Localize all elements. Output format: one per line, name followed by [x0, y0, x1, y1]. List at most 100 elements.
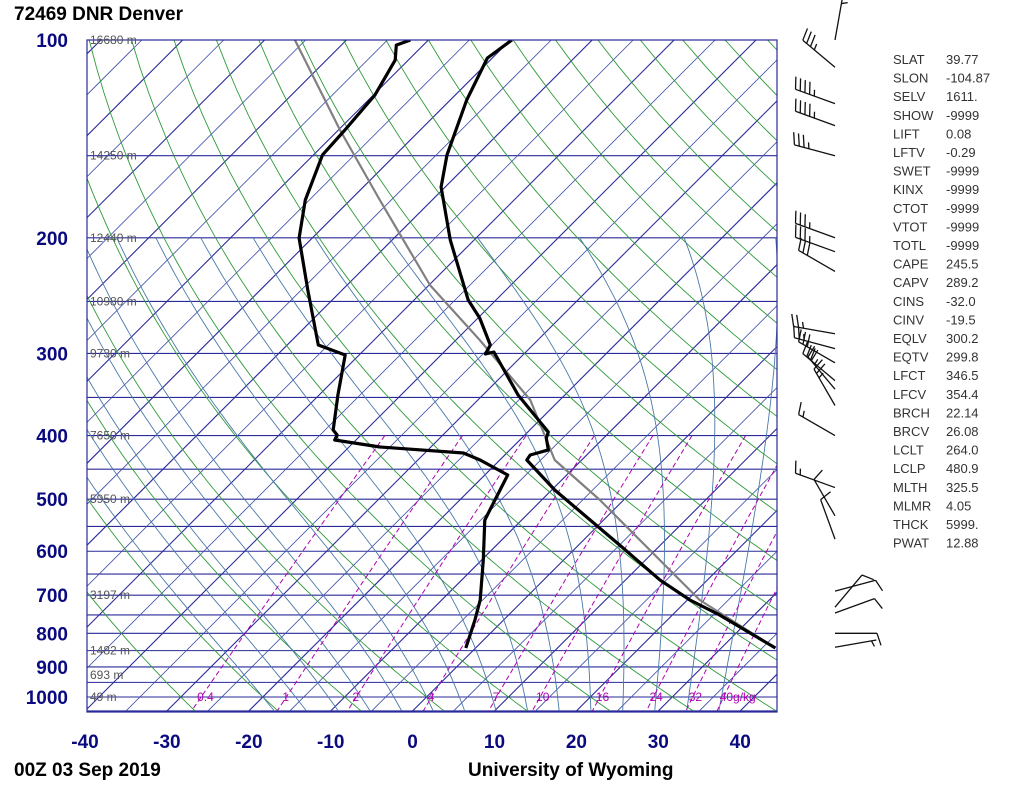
mixing-ratio-label: 10 — [536, 690, 550, 704]
dry-adiabat-line — [385, 40, 777, 465]
stat-name: EQLV — [893, 331, 927, 346]
barb-staff — [795, 110, 836, 127]
dry-adiabat-line — [87, 591, 196, 712]
stat-row-show: SHOW -9999 — [893, 108, 979, 123]
barb-half-feather — [802, 410, 805, 418]
source-credit: University of Wyoming — [468, 760, 674, 781]
stat-row-capv: CAPV 289.2 — [893, 275, 979, 290]
stat-row-cins: CINS -32.0 — [893, 294, 976, 309]
stat-row-lclt: LCLT 264.0 — [893, 443, 979, 458]
stat-value: -9999 — [946, 108, 979, 123]
isotherm-line — [87, 40, 306, 260]
stat-name: CAPV — [893, 275, 929, 290]
isotherm-line — [87, 40, 347, 301]
wind-barb — [813, 469, 836, 517]
wind-barb — [834, 598, 883, 614]
stat-row-slat: SLAT 39.77 — [893, 52, 979, 67]
isotherm-line — [617, 550, 777, 712]
y-tick-label: 400 — [36, 427, 68, 448]
stat-name: EQTV — [893, 350, 929, 365]
mixing-ratio-line — [347, 435, 527, 712]
stat-row-lftv: LFTV -0.29 — [893, 145, 976, 160]
barb-half-feather — [818, 372, 824, 379]
barb-full-feather — [810, 349, 819, 362]
stat-name: SLON — [893, 71, 928, 86]
barb-half-feather — [801, 321, 805, 329]
barb-half-feather — [841, 1, 848, 5]
stat-row-thck: THCK 5999. — [893, 517, 979, 532]
wind-barb — [794, 210, 836, 239]
stat-name: THCK — [893, 517, 929, 532]
mixing-ratio-label: 4 — [428, 690, 435, 704]
barb-staff — [798, 249, 836, 272]
temperature-line — [439, 40, 777, 650]
y-tick-label: 600 — [36, 542, 68, 563]
stat-row-selv: SELV 1611. — [893, 89, 978, 104]
stat-row-mlth: MLTH 325.5 — [893, 480, 979, 495]
stat-name: SELV — [893, 89, 926, 104]
barb-full-feather — [802, 134, 805, 148]
wind-barb — [794, 76, 836, 105]
isotherm-line — [87, 40, 675, 628]
dry-adiabat-line — [87, 294, 445, 712]
mixing-ratio-line — [685, 530, 777, 712]
isotherm-line — [535, 468, 777, 712]
barb-full-feather — [802, 341, 809, 354]
height-label: 5950 m — [90, 492, 130, 506]
stat-value: 5999. — [946, 517, 979, 532]
wind-barb — [797, 237, 836, 272]
barb-full-feather — [797, 237, 802, 251]
barb-half-feather — [813, 358, 819, 366]
mixing-ratio-label: 16 — [596, 690, 610, 704]
barb-full-feather — [806, 31, 812, 44]
y-tick-label: 300 — [36, 344, 68, 365]
stat-name: LFCT — [893, 368, 926, 383]
stat-name: CAPE — [893, 257, 929, 272]
dry-adiabat-line — [512, 40, 777, 324]
wind-barb — [807, 345, 836, 390]
moist-adiabat-line — [477, 237, 625, 711]
dry-adiabat-line — [87, 497, 279, 712]
dry-adiabat-line — [724, 40, 777, 97]
height-label: 49 m — [90, 690, 117, 704]
stat-row-eqtv: EQTV 299.8 — [893, 350, 979, 365]
wind-barb — [834, 639, 877, 648]
stat-name: VTOT — [893, 219, 927, 234]
stat-row-lclp: LCLP 480.9 — [893, 461, 979, 476]
wind-barb — [834, 574, 874, 608]
stat-name: CTOT — [893, 201, 928, 216]
stat-value: -9999 — [946, 182, 979, 197]
wind-barb — [794, 460, 836, 489]
height-label: 7650 m — [90, 429, 130, 443]
stat-name: LCLP — [893, 461, 926, 476]
mixing-ratio-line — [191, 435, 386, 712]
stat-row-vtot: VTOT -9999 — [893, 219, 979, 234]
barb-half-feather — [870, 640, 876, 647]
stat-row-lfct: LFCT 346.5 — [893, 368, 979, 383]
barb-staff — [834, 0, 843, 41]
stat-name: SWET — [893, 164, 931, 179]
dewpoint-line — [297, 40, 510, 649]
stat-value: -19.5 — [946, 312, 976, 327]
stat-name: MLTH — [893, 480, 927, 495]
wind-barb — [793, 132, 836, 157]
stat-row-slon: SLON -104.87 — [893, 71, 990, 86]
isotherm-line — [0, 40, 60, 711]
isotherm-line — [412, 345, 777, 712]
stat-row-totl: TOTL -9999 — [893, 238, 979, 253]
isotherm-line — [494, 427, 777, 712]
sounding-profiles — [293, 40, 777, 650]
stat-value: -104.87 — [946, 71, 990, 86]
barb-staff — [802, 39, 836, 68]
moist-adiabat-line — [87, 476, 275, 712]
isotherm-line — [87, 40, 593, 546]
barb-staff — [834, 639, 877, 648]
moist-adiabat-line — [314, 237, 560, 711]
barb-full-feather — [797, 329, 802, 342]
stat-value: -9999 — [946, 164, 979, 179]
barb-full-feather — [806, 344, 812, 358]
barb-staff — [820, 499, 836, 540]
y-tick-label: 800 — [36, 624, 68, 645]
